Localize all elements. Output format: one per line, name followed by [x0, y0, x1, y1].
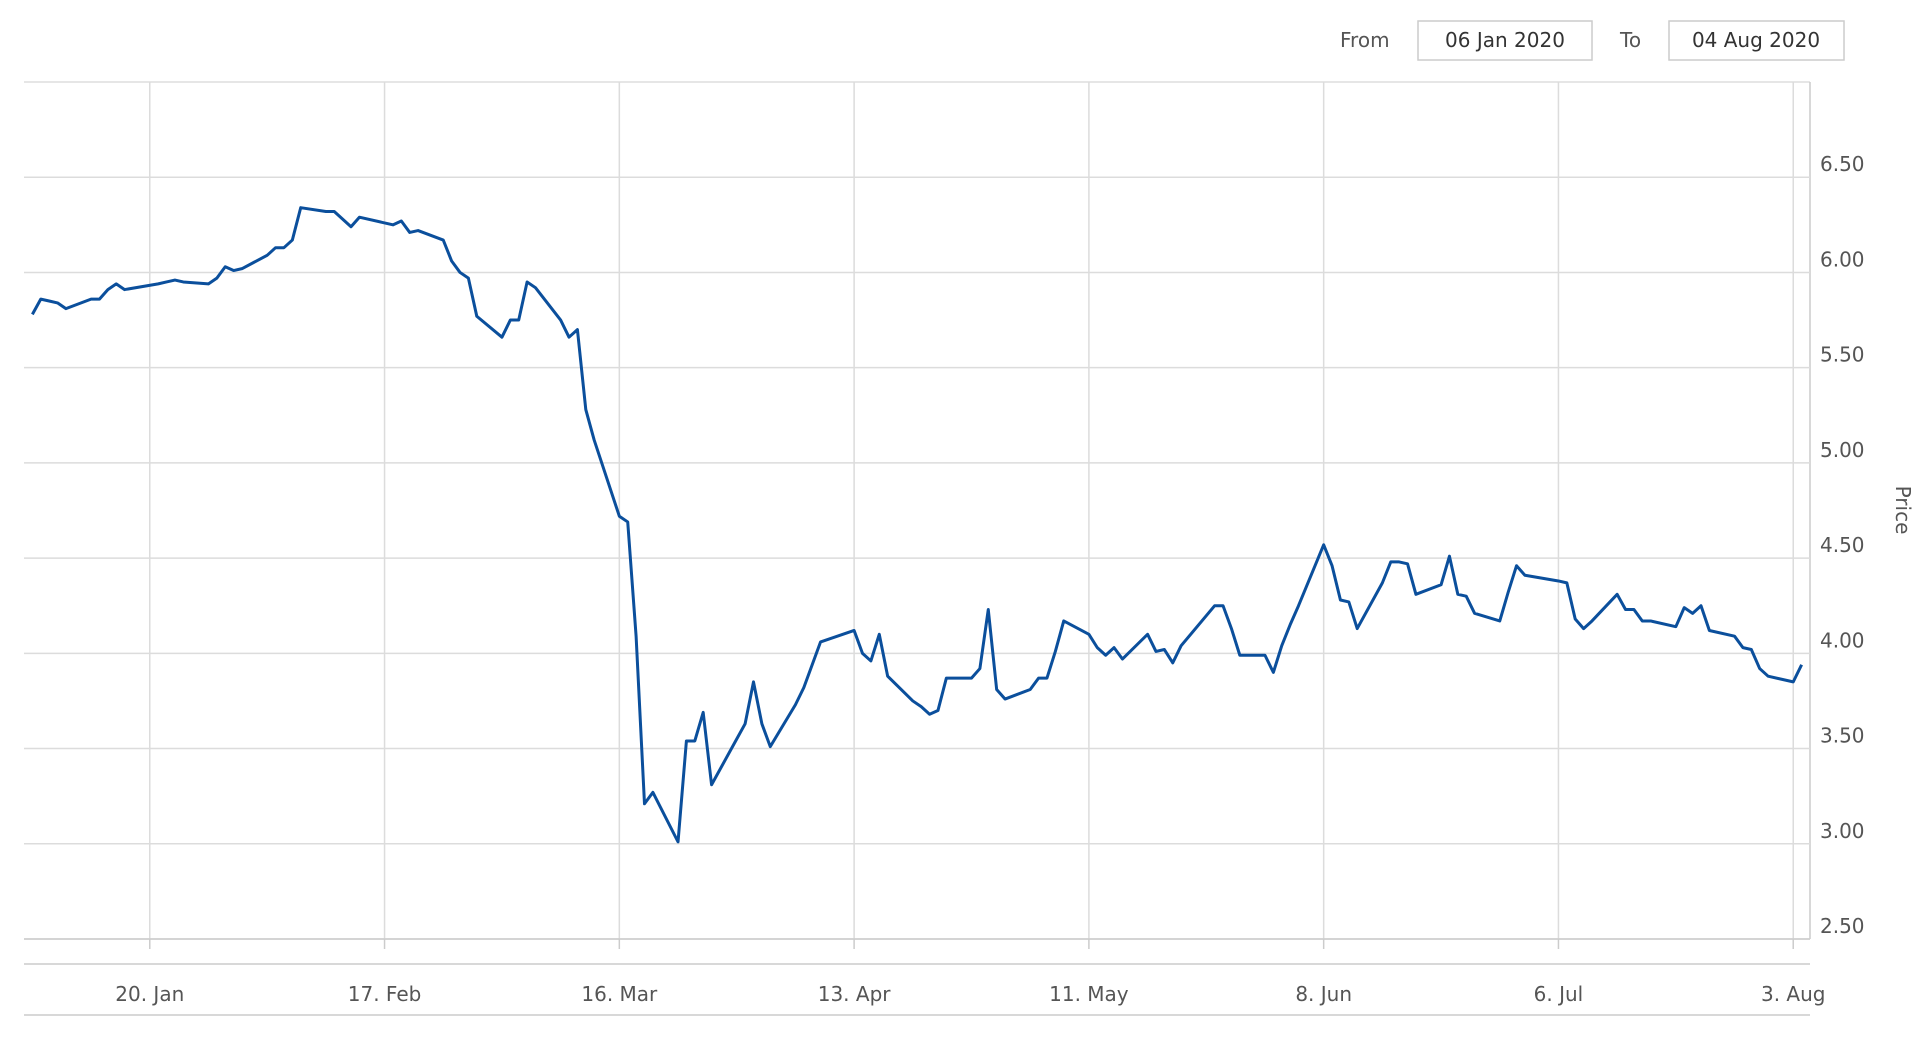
x-tick-label: 8. Jun [1295, 982, 1352, 1006]
to-label: To [1619, 28, 1641, 52]
y-tick-label: 5.00 [1820, 438, 1865, 462]
x-tick-label: 3. Aug [1761, 982, 1826, 1006]
from-input[interactable] [1417, 20, 1593, 61]
from-label: From [1340, 28, 1390, 52]
x-tick-label: 16. Mar [581, 982, 658, 1006]
y-tick-label: 6.50 [1820, 152, 1865, 176]
x-tick-label: 11. May [1049, 982, 1129, 1006]
x-tick-label: 20. Jan [115, 982, 184, 1006]
x-tick-label: 6. Jul [1534, 982, 1584, 1006]
from-value[interactable]: 06 Jan 2020 [1445, 28, 1565, 52]
y-tick-label: 4.00 [1820, 628, 1865, 652]
y-tick-label: 5.50 [1820, 343, 1865, 367]
y-tick-label: 3.50 [1820, 724, 1865, 748]
x-tick-label: 13. Apr [818, 982, 892, 1006]
x-tick-label: 17. Feb [348, 982, 422, 1006]
to-value[interactable]: 04 Aug 2020 [1692, 28, 1820, 52]
y-tick-label: 2.50 [1820, 914, 1865, 938]
to-input[interactable] [1668, 20, 1845, 61]
y-tick-label: 6.00 [1820, 247, 1865, 271]
y-tick-label: 3.00 [1820, 819, 1865, 843]
price-line [31, 206, 1803, 844]
y-axis-title: Price [1891, 486, 1915, 535]
y-tick-label: 4.50 [1820, 533, 1865, 557]
